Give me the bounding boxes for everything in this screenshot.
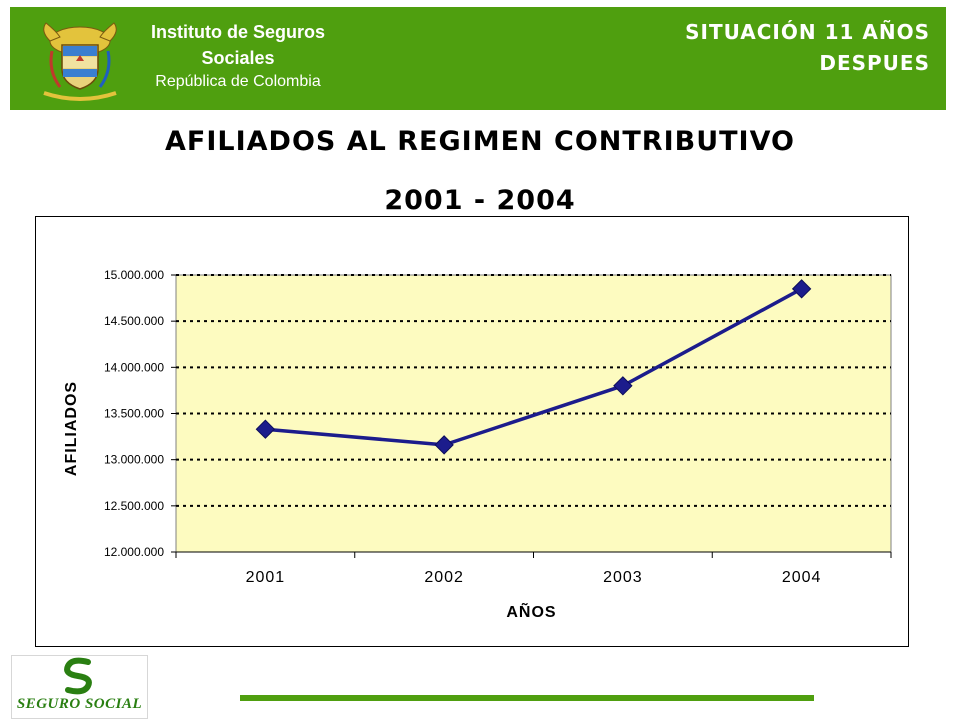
y-tick-label: 15.000.000 bbox=[104, 268, 164, 282]
y-tick-label: 12.000.000 bbox=[104, 545, 164, 559]
x-tick-label: 2001 bbox=[246, 569, 286, 586]
y-tick-label: 14.000.000 bbox=[104, 360, 164, 374]
page-subtitle-years: 2001 - 2004 bbox=[384, 185, 576, 216]
page-title: AFILIADOS AL REGIMEN CONTRIBUTIVO bbox=[165, 126, 795, 157]
situation-line1: SITUACIÓN 11 AÑOS bbox=[685, 20, 930, 44]
data-point-marker bbox=[791, 279, 812, 299]
institution-name-line1: Instituto de Seguros bbox=[150, 22, 325, 42]
x-axis-title: AÑOS bbox=[506, 601, 556, 621]
x-tick-label: 2004 bbox=[782, 569, 822, 586]
institution-country: República de Colombia bbox=[155, 73, 321, 90]
y-tick-label: 14.500.000 bbox=[104, 314, 164, 328]
institution-name-line2: Sociales bbox=[201, 48, 275, 68]
header-banner: Instituto de Seguros Sociales República … bbox=[10, 7, 946, 110]
footer-divider bbox=[240, 695, 814, 701]
line-chart: 12.000.000 12.500.000 13.000.000 13.500.000… bbox=[63, 268, 892, 621]
chart-frame: 12.000.000 12.500.000 13.000.000 13.500.000… bbox=[35, 216, 909, 647]
x-tick-label: 2002 bbox=[424, 569, 464, 586]
situation-label: SITUACIÓN 11 AÑOS DESPUES bbox=[685, 17, 930, 79]
y-tick-label: 13.000.000 bbox=[104, 453, 164, 467]
data-point-marker bbox=[613, 376, 633, 396]
colombia-crest-icon bbox=[43, 22, 117, 101]
data-point-marker bbox=[434, 435, 454, 455]
x-tick-label: 2003 bbox=[603, 569, 643, 586]
institution-block: Instituto de Seguros Sociales República … bbox=[132, 19, 344, 93]
y-axis-title: AFILIADOS bbox=[63, 381, 80, 476]
situation-line2: DESPUES bbox=[819, 51, 930, 75]
data-point-marker bbox=[255, 419, 276, 439]
logo-text: SEGURO SOCIAL bbox=[16, 696, 143, 712]
y-tick-label: 13.500.000 bbox=[104, 407, 164, 421]
seguro-social-s-icon bbox=[64, 657, 92, 695]
y-tick-label: 12.500.000 bbox=[104, 499, 164, 513]
seguro-social-logo: SEGURO SOCIAL bbox=[11, 655, 148, 719]
series-line bbox=[265, 287, 803, 447]
